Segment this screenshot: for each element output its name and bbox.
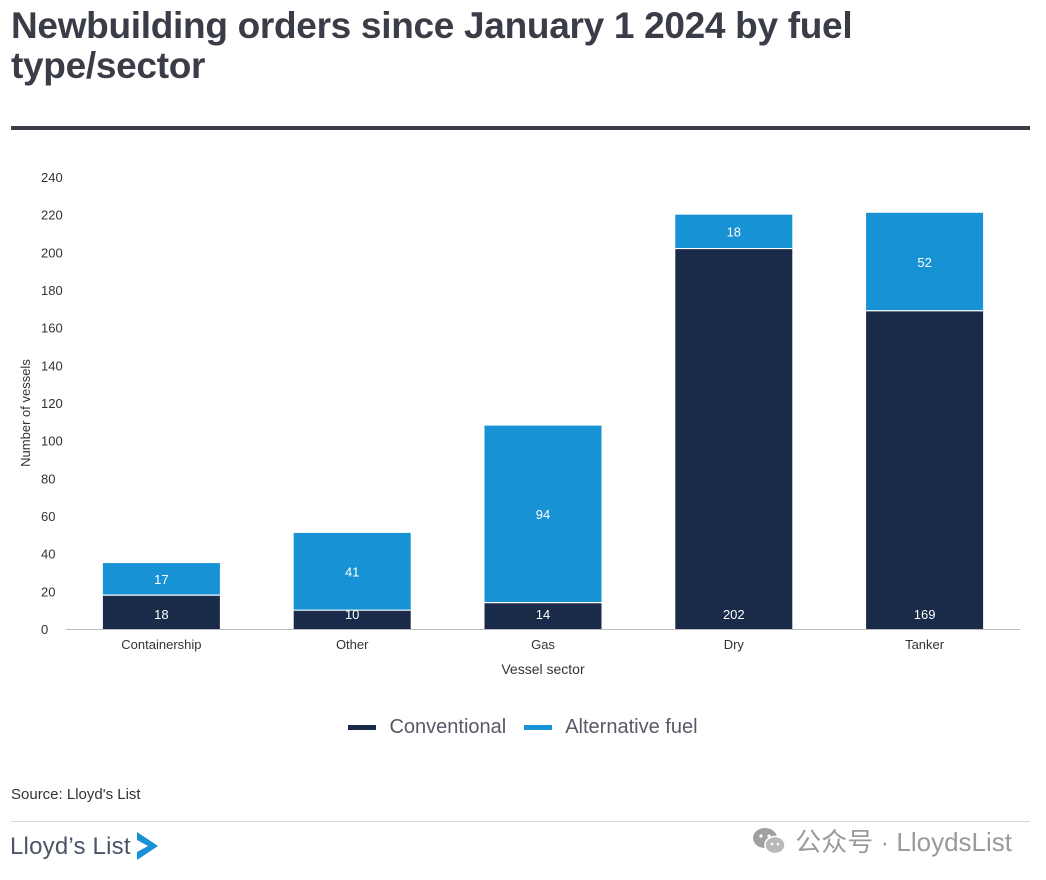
y-tick-label: 80	[41, 471, 55, 486]
legend-swatch-alternative-fuel	[524, 725, 553, 730]
logo-text: Lloyd’s List	[10, 833, 131, 860]
y-tick-label: 120	[41, 396, 63, 411]
x-tick-label: Dry	[724, 637, 745, 652]
bar-alternative-fuel-other	[293, 532, 411, 611]
data-label-alternative-fuel: 94	[536, 507, 550, 522]
bar-conventional-dry	[675, 248, 793, 630]
data-label-conventional: 169	[914, 607, 936, 622]
data-label-alternative-fuel: 17	[154, 572, 168, 587]
legend-label-conventional: Conventional	[389, 716, 507, 738]
legend-item-alternative-fuel[interactable]: Alternative fuel	[522, 716, 699, 739]
bar-conventional-containership	[102, 595, 220, 629]
y-tick-label: 140	[41, 358, 63, 373]
y-axis-label: Number of vessels	[18, 359, 33, 467]
data-label-conventional: 14	[536, 607, 550, 622]
y-tick-label: 220	[41, 208, 63, 223]
bar-conventional-other	[293, 610, 411, 629]
y-tick-label: 240	[41, 170, 63, 185]
x-tick-label: Gas	[531, 637, 555, 652]
y-tick-label: 60	[41, 509, 55, 524]
lloyds-list-logo[interactable]: Lloyd’s List	[10, 830, 160, 864]
title-divider	[11, 126, 1030, 130]
data-label-conventional: 18	[154, 607, 168, 622]
x-tick-label: Other	[336, 637, 369, 652]
legend-swatch-conventional	[348, 725, 377, 730]
y-tick-label: 20	[41, 584, 55, 599]
bar-alternative-fuel-containership	[102, 563, 220, 596]
x-tick-label: Containership	[121, 637, 201, 652]
stacked-bar-chart: 0 20 40 60 80 100 120 140 160 180 200 220 240 Number …	[18, 170, 1020, 677]
y-tick-label: 180	[41, 283, 63, 298]
y-tick-label: 160	[41, 321, 63, 336]
data-label-alternative-fuel: 41	[345, 565, 359, 580]
bar-alternative-fuel-dry	[675, 214, 793, 249]
source-note: Source: Lloyd's List	[11, 786, 141, 803]
y-tick-label: 0	[41, 622, 48, 637]
watermark-text: 公众号 · LloydsList	[795, 827, 1012, 857]
bar-alternative-fuel-gas	[484, 425, 602, 603]
bar-conventional-gas	[484, 602, 602, 629]
legend-label-alternative-fuel: Alternative fuel	[565, 716, 698, 738]
data-label-conventional: 202	[723, 607, 745, 622]
x-tick-label: Tanker	[905, 637, 945, 652]
chart-legend: Conventional Alternative fuel	[0, 716, 1046, 739]
data-label-conventional: 10	[345, 607, 359, 622]
y-tick-label: 200	[41, 245, 63, 260]
x-axis-label: Vessel sector	[501, 661, 585, 677]
wechat-watermark: 公众号 · LloydsList	[751, 822, 1012, 859]
y-tick-label: 100	[41, 434, 63, 449]
play-triangle-icon	[136, 832, 158, 860]
y-tick-label: 40	[41, 547, 55, 562]
bar-conventional-tanker	[866, 310, 984, 629]
legend-item-conventional[interactable]: Conventional	[346, 716, 508, 739]
wechat-icon	[753, 827, 787, 854]
chart-title: Newbuilding orders since January 1 2024 …	[11, 5, 853, 86]
data-label-alternative-fuel: 18	[727, 225, 741, 240]
bar-alternative-fuel-tanker	[866, 212, 984, 311]
footer-divider	[11, 821, 1030, 822]
data-label-alternative-fuel: 52	[917, 255, 931, 270]
